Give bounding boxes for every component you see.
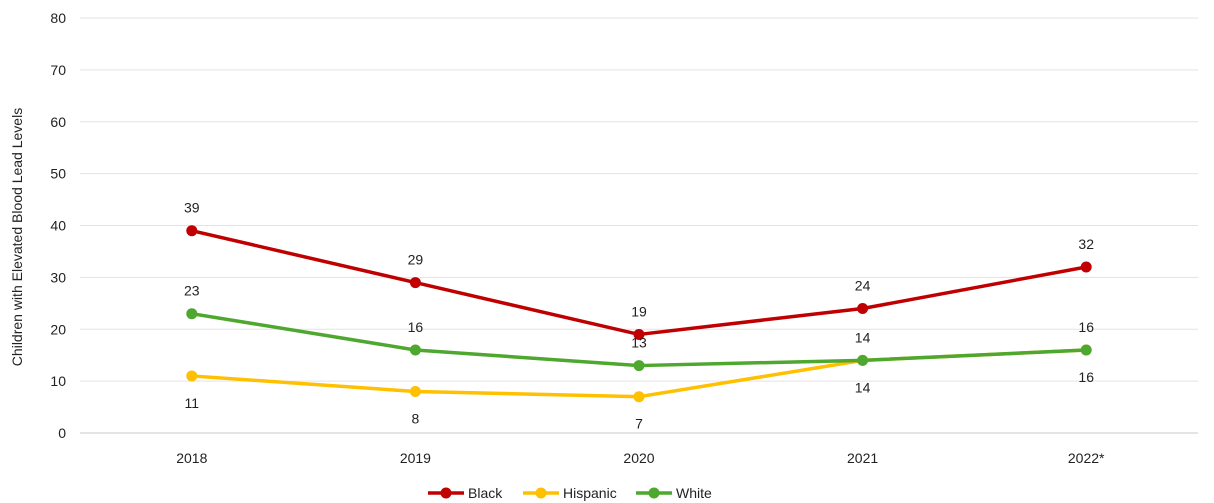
data-point-white xyxy=(186,308,198,320)
legend-item-hispanic: Hispanic xyxy=(523,485,617,501)
data-label-white: 14 xyxy=(855,329,871,345)
y-tick-label: 80 xyxy=(50,10,66,26)
data-point-hispanic xyxy=(409,386,421,397)
data-label-hispanic: 16 xyxy=(1078,369,1094,385)
data-point-white xyxy=(633,360,645,372)
legend-label: Hispanic xyxy=(563,485,617,501)
data-label-hispanic: 11 xyxy=(185,395,200,411)
data-label-black: 32 xyxy=(1078,236,1094,252)
data-point-hispanic xyxy=(633,391,645,403)
legend-label: White xyxy=(676,485,712,501)
y-tick-label: 40 xyxy=(50,218,66,234)
x-tick-label: 2018 xyxy=(176,450,207,466)
data-label-black: 29 xyxy=(408,252,424,268)
x-tick-label: 2019 xyxy=(400,450,431,466)
data-label-black: 39 xyxy=(184,200,200,216)
legend-swatch-marker xyxy=(535,487,547,499)
data-point-hispanic xyxy=(186,370,198,382)
data-point-white xyxy=(1080,344,1092,356)
x-tick-label: 2022* xyxy=(1068,450,1105,466)
y-tick-label: 50 xyxy=(50,166,66,182)
y-tick-label: 70 xyxy=(50,62,66,78)
data-label-white: 13 xyxy=(631,335,647,351)
y-tick-label: 0 xyxy=(58,425,66,441)
data-point-black xyxy=(409,277,421,289)
legend-label: Black xyxy=(468,485,503,501)
data-label-white: 16 xyxy=(1078,319,1094,335)
data-point-white xyxy=(857,354,869,366)
data-label-white: 16 xyxy=(408,319,424,335)
y-tick-label: 20 xyxy=(50,321,66,337)
data-label-hispanic: 7 xyxy=(635,416,643,432)
data-point-black xyxy=(1080,261,1092,273)
data-label-hispanic: 14 xyxy=(855,379,871,395)
y-tick-label: 10 xyxy=(50,373,66,389)
x-axis-ticks: 2018 2019 2020 2021 2022* xyxy=(176,450,1105,466)
x-tick-label: 2020 xyxy=(623,450,654,466)
data-label-black: 24 xyxy=(855,278,871,294)
data-label-hispanic: 8 xyxy=(412,411,420,427)
y-axis-label: Children with Elevated Blood Lead Levels xyxy=(9,108,25,366)
y-tick-label: 60 xyxy=(50,114,66,130)
data-labels: 39 29 19 24 32 11 8 7 14 16 23 16 13 14 16 xyxy=(184,200,1094,432)
legend-swatch-marker xyxy=(440,487,452,499)
legend-item-white: White xyxy=(636,485,712,501)
x-tick-label: 2021 xyxy=(847,450,878,466)
legend: Black Hispanic White xyxy=(428,485,712,501)
legend-item-black: Black xyxy=(428,485,503,501)
data-label-black: 19 xyxy=(631,303,647,319)
data-point-black xyxy=(633,328,645,340)
data-point-white xyxy=(409,344,421,356)
legend-swatch-marker xyxy=(648,487,660,499)
data-point-black xyxy=(857,303,869,314)
data-label-white: 23 xyxy=(184,283,200,299)
series-group xyxy=(186,225,1092,403)
data-point-black xyxy=(186,225,198,237)
y-axis-ticks: 0 10 20 30 40 50 60 70 80 xyxy=(50,10,66,441)
y-tick-label: 30 xyxy=(50,269,66,285)
